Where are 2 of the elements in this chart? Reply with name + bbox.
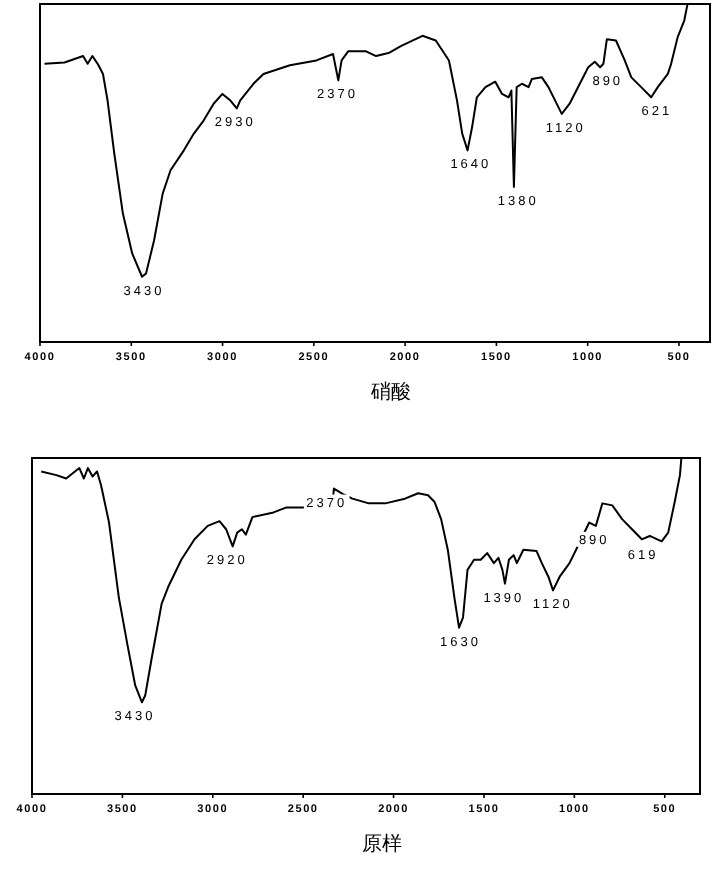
- x-axis-title: 硝酸: [369, 380, 411, 404]
- x-axis-title: 原样: [362, 832, 402, 856]
